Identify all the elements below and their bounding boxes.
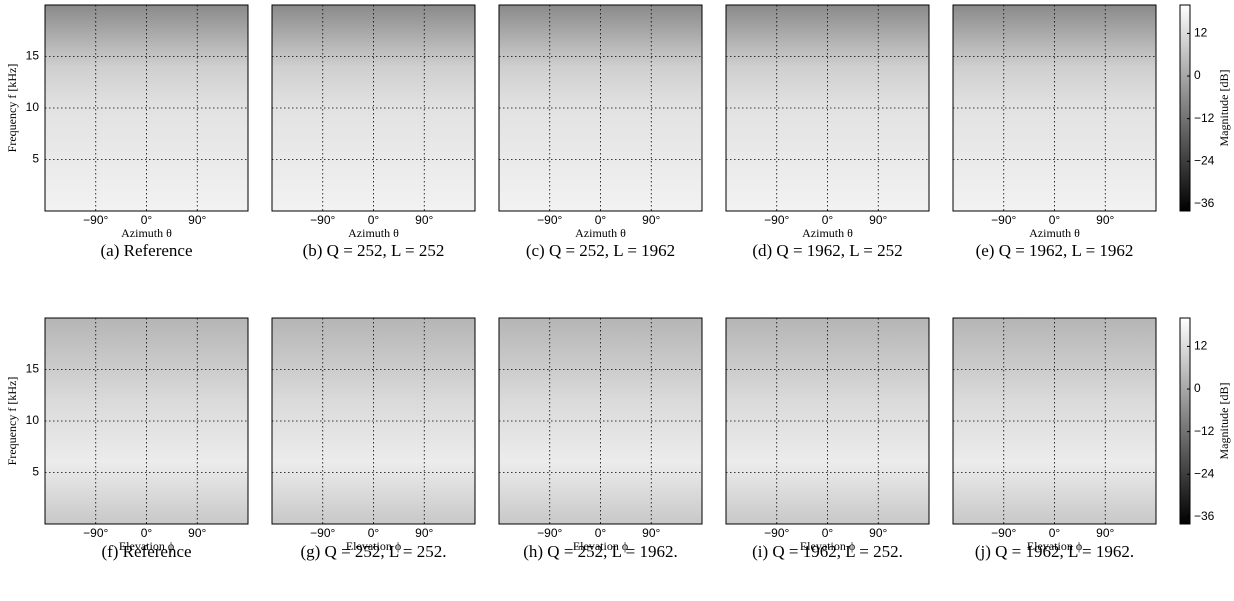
- plot-frame: [44, 4, 249, 212]
- caption: (i) Q = 1962, L = 252.: [752, 542, 903, 561]
- x-tick-label: 0°: [822, 526, 834, 540]
- x-tick-label: 90°: [869, 526, 887, 540]
- x-tick-label: −90°: [310, 526, 335, 540]
- caption: (c) Q = 252, L = 1962: [526, 241, 675, 260]
- colorbar-tick-label: −36: [1194, 509, 1215, 523]
- x-axis-label: Azimuth θ: [802, 226, 853, 240]
- colorbar-tick-label: −12: [1194, 111, 1215, 125]
- colorbar-tick-label: 12: [1194, 26, 1208, 40]
- y-tick-label: 15: [26, 362, 40, 376]
- caption: (h) Q = 252, L = 1962.: [523, 542, 678, 561]
- colorbar-tick-label: 0: [1194, 68, 1201, 82]
- plot-frame: [498, 317, 703, 525]
- y-tick-label: 15: [26, 49, 40, 63]
- x-tick-label: 0°: [595, 213, 607, 227]
- x-tick-label: 0°: [141, 526, 153, 540]
- x-tick-label: −90°: [991, 526, 1016, 540]
- x-tick-label: −90°: [991, 213, 1016, 227]
- x-tick-label: 90°: [869, 213, 887, 227]
- x-axis-label: Azimuth θ: [121, 226, 172, 240]
- x-tick-label: 0°: [141, 213, 153, 227]
- x-tick-label: 0°: [1049, 526, 1061, 540]
- plot-frame: [725, 317, 930, 525]
- plot-frame: [44, 317, 249, 525]
- colorbar-tick-label: 12: [1194, 339, 1208, 353]
- y-tick-label: 5: [32, 152, 39, 166]
- x-tick-label: 90°: [642, 526, 660, 540]
- x-tick-label: −90°: [764, 526, 789, 540]
- x-axis-label: Elevation ϕ: [800, 539, 855, 553]
- y-tick-label: 10: [26, 100, 40, 114]
- x-tick-label: 0°: [368, 526, 380, 540]
- y-tick-label: 5: [32, 465, 39, 479]
- x-tick-label: 90°: [1096, 213, 1114, 227]
- x-tick-label: 0°: [595, 526, 607, 540]
- x-tick-label: −90°: [83, 213, 108, 227]
- y-tick-label: 10: [26, 413, 40, 427]
- x-axis-label: Elevation ϕ: [119, 539, 174, 553]
- x-tick-label: 90°: [415, 526, 433, 540]
- colorbar-label: Magnitude [dB]: [1217, 70, 1231, 147]
- x-tick-label: 90°: [188, 213, 206, 227]
- x-tick-label: −90°: [537, 213, 562, 227]
- plot-frame: [952, 4, 1157, 212]
- x-tick-label: −90°: [83, 526, 108, 540]
- caption: (a) Reference: [100, 241, 192, 260]
- x-axis-label: Azimuth θ: [575, 226, 626, 240]
- x-tick-label: 90°: [415, 213, 433, 227]
- caption: (g) Q = 252, L = 252.: [300, 542, 446, 561]
- colorbar-tick-label: −12: [1194, 424, 1215, 438]
- colorbar-tick-label: −36: [1194, 196, 1215, 210]
- x-tick-label: 90°: [642, 213, 660, 227]
- x-axis-label: Azimuth θ: [348, 226, 399, 240]
- caption: (d) Q = 1962, L = 252: [752, 241, 902, 260]
- caption: (e) Q = 1962, L = 1962: [976, 241, 1134, 260]
- x-tick-label: 0°: [368, 213, 380, 227]
- x-axis-label: Elevation ϕ: [573, 539, 628, 553]
- colorbar-tick-label: 0: [1194, 381, 1201, 395]
- x-axis-label: Azimuth θ: [1029, 226, 1080, 240]
- y-axis-label: Frequency f [kHz]: [5, 377, 19, 466]
- colorbar-tick-label: −24: [1194, 153, 1215, 167]
- caption: (b) Q = 252, L = 252: [303, 241, 445, 260]
- plot-frame: [271, 317, 476, 525]
- x-axis-label: Elevation ϕ: [1027, 539, 1082, 553]
- x-tick-label: 90°: [188, 526, 206, 540]
- x-axis-label: Elevation ϕ: [346, 539, 401, 553]
- plot-frame: [271, 4, 476, 212]
- x-tick-label: −90°: [537, 526, 562, 540]
- x-tick-label: −90°: [764, 213, 789, 227]
- colorbar: [1179, 317, 1191, 525]
- x-tick-label: 90°: [1096, 526, 1114, 540]
- x-tick-label: 0°: [1049, 213, 1061, 227]
- plot-frame: [725, 4, 930, 212]
- caption: (f) Reference: [101, 542, 191, 561]
- plot-frame: [952, 317, 1157, 525]
- x-tick-label: 0°: [822, 213, 834, 227]
- plot-frame: [498, 4, 703, 212]
- y-axis-label: Frequency f [kHz]: [5, 64, 19, 153]
- colorbar-tick-label: −24: [1194, 466, 1215, 480]
- caption: (j) Q = 1962, L = 1962.: [975, 542, 1134, 561]
- colorbar: [1179, 4, 1191, 212]
- x-tick-label: −90°: [310, 213, 335, 227]
- colorbar-label: Magnitude [dB]: [1217, 383, 1231, 460]
